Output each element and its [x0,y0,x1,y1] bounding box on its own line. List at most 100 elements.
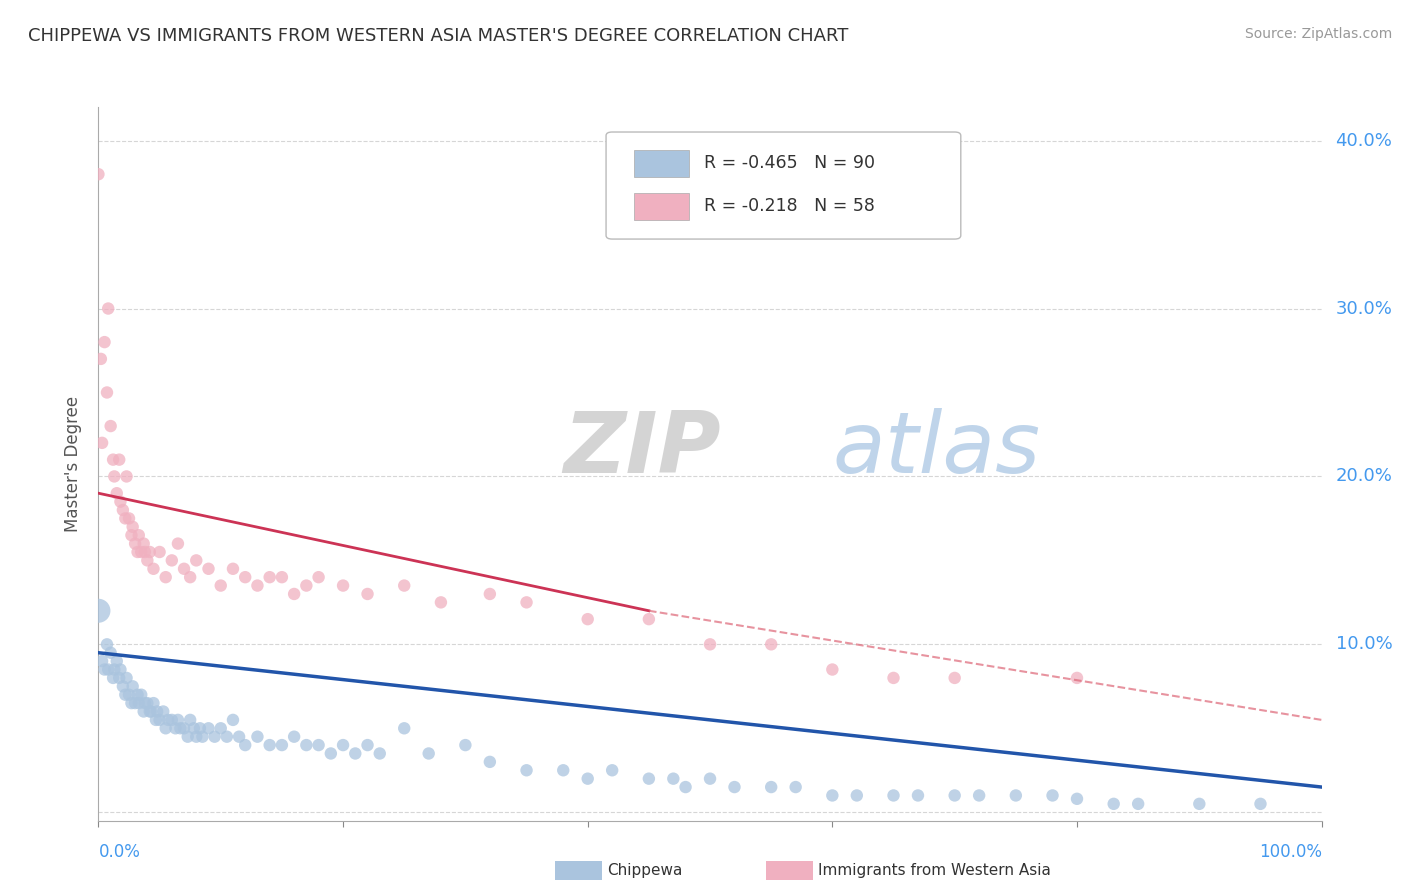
Point [110,663,132,677]
Point [295,738,318,752]
Point [167,536,190,550]
Point [785,780,807,794]
Text: 40.0%: 40.0% [1336,132,1392,150]
Point [105,654,128,668]
Point [96,385,118,400]
Point [169,721,191,735]
Point [93,663,115,677]
Point [111,679,134,693]
Point [134,696,156,710]
Point [845,789,868,803]
FancyBboxPatch shape [634,150,689,177]
Point [967,789,990,803]
Point [883,789,905,803]
Point [332,738,354,752]
Point [114,688,136,702]
Point [283,730,305,744]
Point [134,545,156,559]
Point [576,772,599,786]
Point [723,780,745,794]
Point [179,713,201,727]
Point [295,578,318,592]
Point [97,301,120,316]
Point [1042,789,1064,803]
Point [87,604,110,618]
Point [188,721,211,735]
Point [136,553,159,567]
Point [943,789,966,803]
Point [478,755,501,769]
Point [209,578,232,592]
Text: CHIPPEWA VS IMMIGRANTS FROM WESTERN ASIA MASTER'S DEGREE CORRELATION CHART: CHIPPEWA VS IMMIGRANTS FROM WESTERN ASIA… [28,27,848,45]
Point [183,721,205,735]
Point [191,730,214,744]
Point [149,713,172,727]
Point [146,705,169,719]
Point [90,351,112,366]
Point [87,167,110,181]
Point [128,528,150,542]
Text: ZIP: ZIP [564,408,721,491]
Point [103,663,125,677]
Point [186,553,208,567]
Point [637,612,661,626]
Point [142,562,165,576]
Point [160,553,183,567]
Point [127,545,149,559]
Point [132,705,155,719]
Point [179,570,201,584]
FancyBboxPatch shape [606,132,960,239]
Point [97,663,120,677]
Point [699,637,721,651]
Point [128,696,150,710]
Point [246,730,269,744]
Text: 0.0%: 0.0% [98,843,141,861]
Point [356,738,378,752]
Point [246,578,269,592]
Point [121,679,143,693]
Point [209,721,232,735]
Point [675,780,697,794]
Point [1128,797,1150,811]
Point [418,747,440,761]
Text: Chippewa: Chippewa [607,863,683,878]
Point [177,730,200,744]
Point [197,721,219,735]
Point [228,730,250,744]
Point [308,738,330,752]
Point [111,503,134,517]
Point [93,335,115,350]
Point [121,520,143,534]
Point [1004,789,1026,803]
Point [142,696,165,710]
Point [368,747,391,761]
Point [129,545,152,559]
Point [430,595,453,609]
Point [699,772,721,786]
Point [115,671,138,685]
Point [270,738,294,752]
Point [1066,671,1088,685]
Point [821,789,844,803]
Point [308,570,330,584]
Point [576,612,599,626]
Point [155,721,177,735]
Point [115,469,138,483]
Point [100,646,122,660]
Point [1102,797,1125,811]
Text: 10.0%: 10.0% [1336,635,1392,653]
Text: 20.0%: 20.0% [1336,467,1392,485]
Point [943,671,966,685]
Point [139,705,162,719]
Point [637,772,661,786]
Text: Source: ZipAtlas.com: Source: ZipAtlas.com [1244,27,1392,41]
Point [215,730,238,744]
Point [108,671,131,685]
Point [108,452,131,467]
Point [145,713,167,727]
Point [124,696,146,710]
Point [155,570,177,584]
Point [139,705,162,719]
Point [91,435,114,450]
Point [127,688,149,702]
